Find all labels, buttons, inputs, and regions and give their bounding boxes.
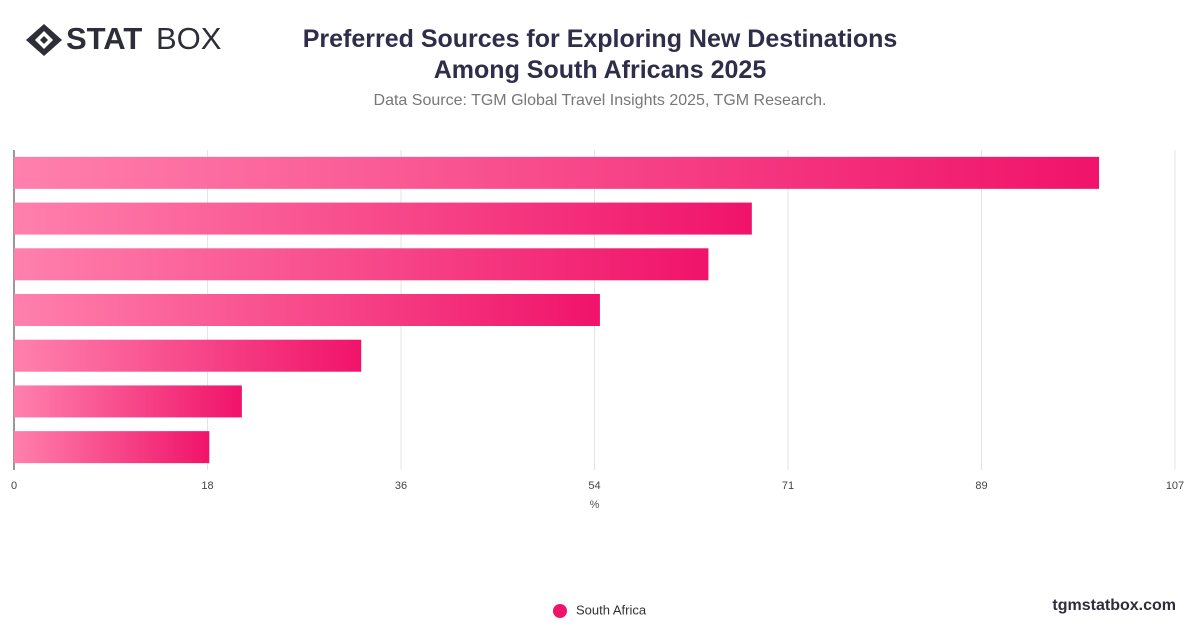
chart-subtitle: Data Source: TGM Global Travel Insights …	[373, 92, 827, 109]
logo-bold: STAT	[66, 21, 142, 56]
bar	[14, 385, 242, 418]
bar	[14, 339, 362, 372]
x-axis-label: %	[590, 499, 600, 511]
x-tick-label: 36	[395, 480, 407, 492]
bar	[14, 431, 210, 464]
legend-marker	[553, 604, 567, 618]
bar	[14, 294, 600, 326]
logo-light: BOX	[156, 21, 222, 56]
bar	[14, 248, 709, 281]
legend-label: South Africa	[576, 602, 647, 617]
x-tick-label: 107	[1166, 480, 1184, 492]
x-tick-label: 89	[975, 480, 987, 492]
chart-title: Preferred Sources for Exploring New Dest…	[302, 25, 898, 84]
bar	[14, 156, 1100, 189]
footer: tgmstatbox.com	[1052, 597, 1176, 614]
x-tick-label: 71	[782, 480, 794, 492]
x-tick-label: 18	[201, 480, 213, 492]
x-tick-label: 0	[11, 480, 17, 492]
logo: STAT BOX	[26, 21, 222, 56]
bar	[14, 202, 752, 235]
x-tick-label: 54	[588, 480, 600, 492]
